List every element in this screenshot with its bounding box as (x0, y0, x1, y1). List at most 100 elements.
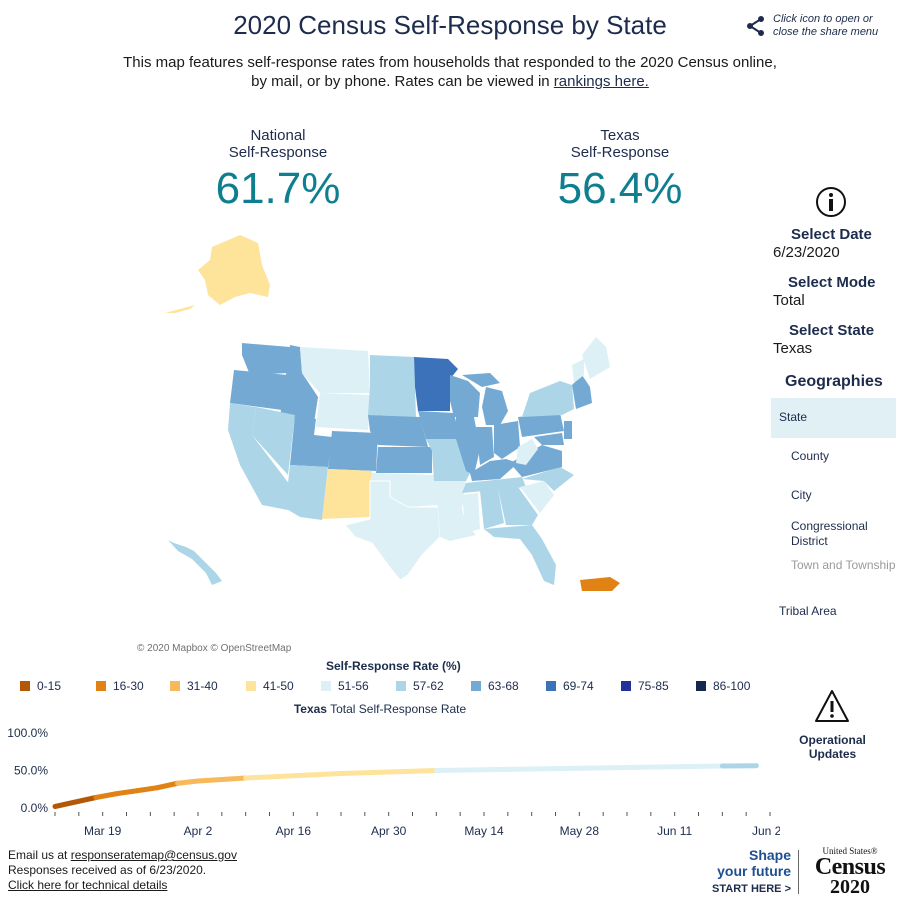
national-label-line1: National (250, 127, 306, 144)
series-line-segment (338, 769, 392, 776)
x-tick-label: May 28 (560, 824, 600, 838)
state-ohio[interactable] (494, 421, 520, 459)
geography-option-county[interactable]: County (791, 449, 830, 463)
legend-swatch (696, 681, 706, 691)
series-line-segment (290, 771, 344, 779)
state-nebraska[interactable] (368, 415, 428, 447)
state-minnesota[interactable] (414, 357, 458, 411)
state-texas[interactable] (344, 480, 441, 581)
state-oklahoma[interactable] (372, 473, 438, 507)
technical-details-link[interactable]: Click here for technical details (8, 878, 168, 892)
operational-updates-button[interactable]: Operational Updates (780, 733, 885, 761)
legend-item: 0-15 (20, 679, 61, 693)
self-response-line-chart[interactable]: 100.0% 50.0% 0.0% Mar 19 Apr 2 Apr 16 Apr 30 Ma… (0, 718, 780, 843)
state-south-dakota[interactable] (368, 387, 416, 417)
state-indiana[interactable] (476, 427, 494, 465)
state-florida[interactable] (484, 525, 556, 585)
state-idaho[interactable] (280, 345, 318, 423)
territory-puerto-rico[interactable] (580, 577, 620, 591)
state-pennsylvania[interactable] (518, 413, 564, 437)
state-label: Texas Self-Response (520, 127, 720, 161)
state-colorado[interactable] (328, 431, 378, 471)
footer-email-line: Email us at responseratemap@census.gov (8, 848, 237, 863)
x-tick-label: Mar 19 (84, 824, 122, 838)
state-vermont-nh[interactable] (572, 359, 584, 383)
operational-updates-line2: Updates (808, 747, 857, 761)
state-new-york[interactable] (522, 381, 574, 417)
state-maryland[interactable] (534, 433, 564, 445)
state-new-mexico[interactable] (322, 469, 372, 519)
email-link[interactable]: responseratemap@census.gov (70, 848, 237, 862)
legend-item: 51-56 (321, 679, 369, 693)
state-alabama[interactable] (480, 489, 504, 529)
legend-label: 0-15 (37, 679, 62, 693)
select-state-value[interactable]: Texas (773, 340, 813, 357)
state-wisconsin[interactable] (450, 375, 480, 417)
state-missouri[interactable] (426, 439, 470, 481)
state-louisiana[interactable] (438, 509, 476, 541)
select-date-value[interactable]: 6/23/2020 (773, 244, 840, 261)
state-michigan-up[interactable] (462, 373, 500, 387)
state-new-jersey[interactable] (564, 421, 572, 439)
series-line-segment (154, 780, 181, 791)
state-west-virginia[interactable] (516, 439, 538, 465)
state-kentucky[interactable] (470, 459, 518, 481)
state-alaska[interactable] (198, 235, 270, 305)
y-tick-label: 50.0% (14, 764, 48, 778)
chart-title-text: Total Self-Response Rate (330, 702, 467, 716)
state-iowa[interactable] (418, 411, 460, 439)
state-oregon[interactable] (230, 370, 288, 410)
state-arkansas[interactable] (434, 481, 466, 509)
geography-option-state[interactable]: State (771, 398, 896, 438)
footer-received: Responses received as of 6/23/2020. (8, 863, 207, 877)
state-california[interactable] (228, 403, 290, 510)
state-virginia[interactable] (510, 445, 562, 477)
state-hawaii[interactable] (168, 540, 222, 585)
state-maine[interactable] (582, 337, 610, 379)
legend-swatch (246, 681, 256, 691)
legend-title: Self-Response Rate (%) (326, 659, 461, 673)
y-tick-label: 100.0% (7, 726, 48, 740)
state-wyoming[interactable] (316, 393, 370, 430)
geography-option-congressional-district[interactable]: Congressional District (791, 519, 868, 548)
state-washington[interactable] (242, 343, 290, 375)
footer-email-prefix: Email us at (8, 848, 71, 862)
series-line-segment (72, 795, 99, 805)
legend-swatch (396, 681, 406, 691)
start-here-link[interactable]: START HERE > (712, 883, 791, 895)
state-illinois[interactable] (456, 417, 480, 475)
state-new-england[interactable] (572, 375, 592, 409)
alaska-islands (165, 305, 195, 313)
legend-label: 86-100 (713, 679, 751, 693)
legend-item: 41-50 (246, 679, 294, 693)
state-arizona[interactable] (280, 465, 328, 520)
state-montana[interactable] (300, 347, 370, 393)
chart-title-state: Texas (293, 702, 327, 716)
x-tick-label: Apr 16 (276, 824, 312, 838)
state-michigan[interactable] (482, 387, 508, 425)
state-georgia[interactable] (498, 487, 538, 525)
census-2020-logo: United States® Census 2020 (805, 846, 895, 897)
share-icon[interactable] (744, 14, 768, 38)
census-logo-small: United States® (822, 846, 878, 856)
state-south-carolina[interactable] (520, 481, 554, 513)
rankings-link[interactable]: rankings here. (553, 73, 649, 90)
legend-label: 51-56 (338, 679, 369, 693)
state-tennessee[interactable] (462, 477, 526, 493)
state-north-carolina[interactable] (522, 467, 574, 491)
us-choropleth-map[interactable] (150, 225, 640, 625)
page-title: 2020 Census Self-Response by State (233, 10, 667, 40)
state-utah[interactable] (290, 415, 332, 467)
select-mode-value[interactable]: Total (773, 292, 805, 309)
geography-option-tribal-area[interactable]: Tribal Area (779, 604, 837, 618)
state-nevada[interactable] (252, 407, 295, 475)
series-line-segment (433, 767, 487, 773)
warning-icon[interactable] (813, 688, 851, 724)
shape-your-future-link[interactable]: Shape your future START HERE > (706, 847, 791, 897)
info-icon[interactable] (814, 185, 848, 219)
state-north-dakota[interactable] (370, 355, 415, 387)
state-kansas[interactable] (376, 447, 432, 473)
geography-option-city[interactable]: City (791, 488, 812, 502)
legend-swatch (20, 681, 30, 691)
state-mississippi[interactable] (462, 493, 480, 533)
